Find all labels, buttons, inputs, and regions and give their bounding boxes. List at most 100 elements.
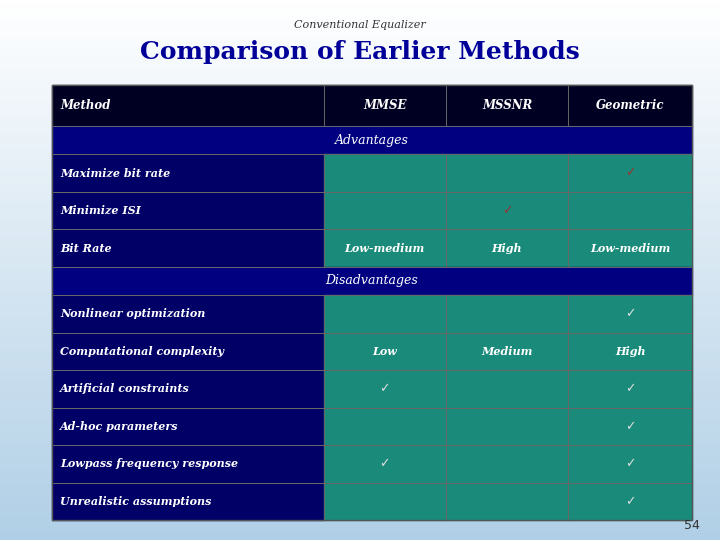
- Bar: [52, 483, 324, 520]
- Text: Geometric: Geometric: [596, 99, 665, 112]
- Bar: [324, 445, 446, 483]
- Bar: [569, 295, 692, 333]
- Bar: [0, 291, 720, 297]
- Bar: [569, 230, 692, 267]
- Bar: [0, 296, 720, 302]
- Text: ✓: ✓: [379, 457, 390, 470]
- Bar: [0, 480, 720, 486]
- Bar: [446, 230, 569, 267]
- Text: Low: Low: [372, 346, 397, 357]
- Bar: [0, 166, 720, 173]
- Text: ✓: ✓: [502, 204, 513, 217]
- Text: Low-medium: Low-medium: [590, 242, 670, 254]
- Bar: [0, 112, 720, 119]
- Bar: [52, 85, 692, 520]
- Text: Method: Method: [60, 99, 110, 112]
- Bar: [0, 404, 720, 410]
- Bar: [0, 48, 720, 54]
- Bar: [0, 517, 720, 524]
- Bar: [569, 445, 692, 483]
- Bar: [0, 496, 720, 502]
- Bar: [446, 230, 569, 267]
- Text: MSSNR: MSSNR: [482, 99, 532, 112]
- Bar: [0, 220, 720, 227]
- Bar: [0, 372, 720, 378]
- Bar: [0, 85, 720, 92]
- Bar: [0, 247, 720, 254]
- Bar: [0, 534, 720, 540]
- Bar: [0, 123, 720, 130]
- Bar: [569, 333, 692, 370]
- Bar: [52, 126, 692, 154]
- Bar: [0, 442, 720, 448]
- Bar: [0, 237, 720, 243]
- Bar: [0, 453, 720, 459]
- Bar: [446, 408, 569, 445]
- Bar: [0, 15, 720, 22]
- Bar: [52, 192, 324, 230]
- Text: 54: 54: [684, 519, 700, 532]
- Bar: [0, 264, 720, 270]
- Bar: [0, 193, 720, 200]
- Bar: [0, 58, 720, 65]
- Bar: [0, 210, 720, 216]
- Bar: [569, 192, 692, 230]
- Bar: [52, 230, 324, 267]
- Text: ✓: ✓: [625, 457, 636, 470]
- Bar: [0, 161, 720, 167]
- Bar: [324, 333, 446, 370]
- Bar: [0, 507, 720, 513]
- Text: ✓: ✓: [625, 495, 636, 508]
- Bar: [52, 445, 324, 483]
- Bar: [0, 399, 720, 405]
- Bar: [0, 334, 720, 340]
- Bar: [52, 445, 324, 483]
- Bar: [0, 183, 720, 189]
- Bar: [0, 177, 720, 184]
- Bar: [0, 350, 720, 356]
- Bar: [0, 172, 720, 178]
- Bar: [446, 295, 569, 333]
- Bar: [52, 483, 324, 520]
- Bar: [324, 483, 446, 520]
- Text: Unrealistic assumptions: Unrealistic assumptions: [60, 496, 212, 507]
- Bar: [0, 458, 720, 464]
- Bar: [52, 370, 324, 408]
- Bar: [569, 154, 692, 192]
- Bar: [324, 230, 446, 267]
- Bar: [0, 37, 720, 43]
- Bar: [0, 469, 720, 475]
- Bar: [0, 129, 720, 135]
- Bar: [446, 483, 569, 520]
- Bar: [446, 333, 569, 370]
- Bar: [0, 53, 720, 59]
- Bar: [446, 483, 569, 520]
- Text: MMSE: MMSE: [363, 99, 407, 112]
- Bar: [324, 370, 446, 408]
- Bar: [0, 312, 720, 319]
- Bar: [0, 64, 720, 70]
- Bar: [0, 393, 720, 400]
- Bar: [0, 253, 720, 259]
- Text: Bit Rate: Bit Rate: [60, 242, 112, 254]
- Bar: [0, 75, 720, 81]
- Bar: [324, 192, 446, 230]
- Bar: [0, 26, 720, 32]
- Bar: [0, 463, 720, 470]
- Bar: [446, 445, 569, 483]
- Bar: [569, 370, 692, 408]
- Bar: [324, 154, 446, 192]
- Bar: [324, 408, 446, 445]
- Bar: [569, 408, 692, 445]
- Bar: [52, 192, 324, 230]
- Bar: [52, 85, 692, 126]
- Bar: [569, 445, 692, 483]
- Text: Ad-hoc parameters: Ad-hoc parameters: [60, 421, 179, 432]
- Bar: [52, 267, 692, 295]
- Bar: [0, 377, 720, 383]
- Bar: [324, 333, 446, 370]
- Bar: [569, 230, 692, 267]
- Bar: [569, 370, 692, 408]
- Bar: [569, 408, 692, 445]
- Text: Maximize bit rate: Maximize bit rate: [60, 167, 170, 179]
